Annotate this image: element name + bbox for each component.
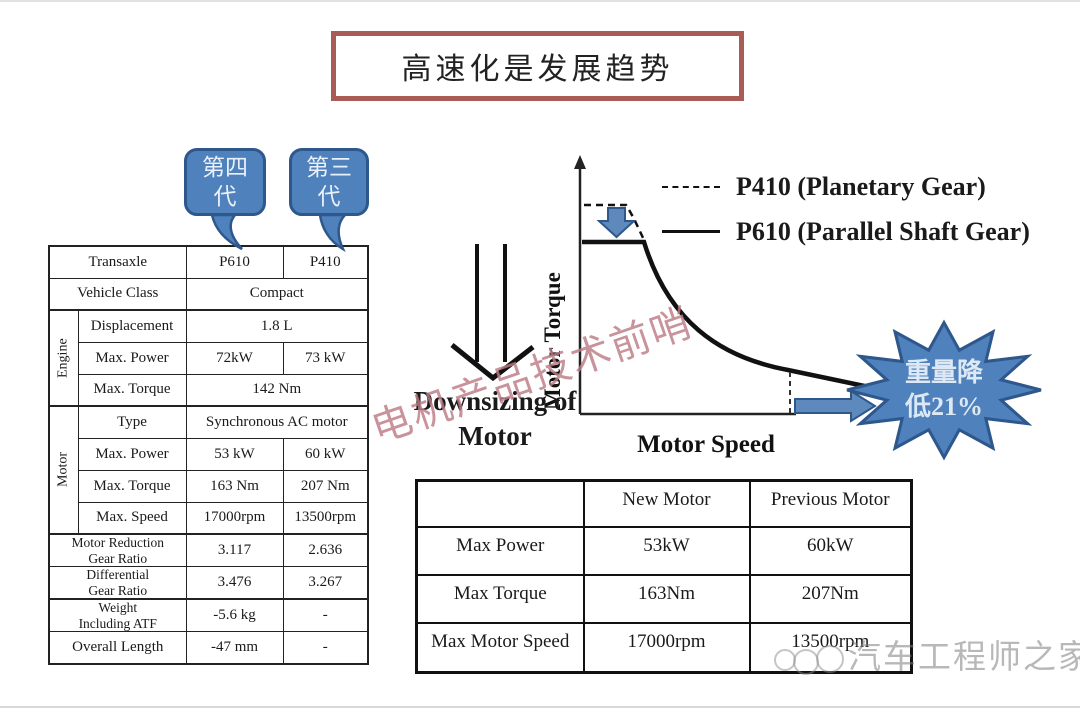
spec-value-p410: 207 Nm	[282, 469, 369, 503]
table-row: Max. Torque 163 Nm 207 Nm	[49, 469, 369, 503]
callout-gen3-tail-icon	[318, 214, 348, 252]
table-row: Motor Type Synchronous AC motor	[49, 405, 369, 534]
spec-value-p410: 73 kW	[282, 341, 369, 375]
table-row: Max. Speed 17000rpm 13500rpm	[49, 501, 369, 535]
spec-label: Max. Torque	[77, 469, 187, 503]
cmp-value-new: 53kW	[582, 525, 751, 576]
table-row: Max. Power 72kW 73 kW	[49, 341, 369, 375]
spec-value-p410: 13500rpm	[282, 501, 369, 535]
callout-gen3: 第三代	[289, 148, 369, 216]
spec-value-p610: 3.476	[185, 566, 284, 600]
spec-value-p610: 163 Nm	[185, 469, 284, 503]
chart-legend: P410 (Planetary Gear) P610 (Parallel Sha…	[662, 164, 1030, 254]
starburst-text: 重量降 低21%	[904, 358, 983, 421]
comparison-table: New Motor Previous Motor Max Power 53kW …	[415, 479, 913, 674]
dashed-line-icon	[662, 185, 720, 188]
spec-value-p610: 53 kW	[185, 437, 284, 471]
curve-p410-dashed	[584, 203, 646, 241]
slide-title: 高速化是发展趋势	[401, 53, 674, 86]
callout-gen4-label: 第四代	[202, 154, 248, 209]
curve-p610-solid	[582, 239, 875, 391]
cmp-value-previous: 207Nm	[748, 573, 913, 624]
spec-table: Transaxle P610 P410 Vehicle Class Compac…	[48, 245, 370, 665]
table-row: New Motor Previous Motor	[415, 479, 913, 528]
spec-value-p610: 3.117	[185, 533, 284, 568]
table-row: Differential Gear Ratio 3.476 3.267	[48, 566, 369, 600]
table-row: Max. Power 53 kW 60 kW	[49, 437, 369, 471]
torque-speed-chart: Motor Torque Motor Speed	[540, 155, 877, 458]
table-row: Overall Length -47 mm -	[48, 631, 369, 665]
spec-group-motor: Motor	[49, 406, 78, 534]
spec-value-p410: -	[282, 631, 369, 665]
downsizing-caption: Downsizing of Motor	[413, 386, 577, 452]
spec-label: Transaxle	[48, 245, 187, 279]
table-row: Vehicle Class Compact	[48, 277, 369, 311]
spec-label: Displacement	[77, 309, 187, 343]
spec-value-p610: -47 mm	[185, 631, 284, 665]
starburst-badge: 重量降 低21%	[842, 318, 1046, 462]
spec-value: 1.8 L	[185, 309, 369, 343]
table-row: Max. Torque 142 Nm	[49, 373, 369, 407]
spec-value-p610: P610	[185, 245, 284, 279]
table-row: Max Power 53kW 60kW	[415, 525, 913, 576]
spec-label: Vehicle Class	[48, 277, 187, 311]
legend-label: P610 (Parallel Shaft Gear)	[736, 216, 1030, 246]
spec-label: Type	[77, 405, 187, 439]
spec-label: Max. Power	[77, 341, 187, 375]
legend-label: P410 (Planetary Gear)	[736, 171, 986, 201]
spec-value-p410: 3.267	[282, 566, 369, 600]
cmp-label: Max Torque	[415, 573, 585, 624]
spec-group-engine: Engine	[49, 310, 78, 406]
speed-right-arrow-icon	[794, 389, 877, 423]
solid-line-icon	[662, 230, 720, 233]
spec-label: Max. Speed	[77, 501, 187, 535]
callout-gen4: 第四代	[184, 148, 266, 216]
starburst-icon	[846, 319, 1042, 461]
cmp-label: Max Motor Speed	[415, 621, 585, 674]
spec-label: Weight Including ATF	[48, 598, 187, 633]
spec-label: Max. Power	[77, 437, 187, 471]
callout-gen4-tail-icon	[210, 214, 243, 251]
cmp-value-new: 163Nm	[582, 573, 751, 624]
spec-value-p610: 72kW	[185, 341, 284, 375]
spec-value: 142 Nm	[185, 373, 369, 407]
cmp-header-new: New Motor	[582, 479, 751, 528]
spec-label: Motor Reduction Gear Ratio	[48, 533, 187, 568]
cmp-label: Max Power	[415, 525, 585, 576]
spec-label: Overall Length	[48, 631, 187, 665]
legend-item-p410: P410 (Planetary Gear)	[662, 164, 1030, 209]
table-row: Max Torque 163Nm 207Nm	[415, 573, 913, 624]
torque-down-arrow-icon	[596, 207, 637, 239]
spec-value: Compact	[185, 277, 369, 311]
table-row: Motor Reduction Gear Ratio 3.117 2.636	[48, 533, 369, 568]
cmp-value-previous: 60kW	[748, 525, 913, 576]
x-axis-label: Motor Speed	[637, 431, 775, 458]
table-row: Max Motor Speed 17000rpm 13500rpm	[415, 621, 913, 674]
spec-label: Max. Torque	[77, 373, 187, 407]
spec-label: Differential Gear Ratio	[48, 566, 187, 600]
callout-gen3-label: 第三代	[306, 154, 352, 209]
spec-value-p410: 2.636	[282, 533, 369, 568]
y-axis-label: Motor Torque	[540, 272, 565, 410]
legend-item-p610: P610 (Parallel Shaft Gear)	[662, 209, 1030, 254]
y-axis-arrow-icon	[574, 155, 586, 169]
table-row: Transaxle P610 P410	[48, 245, 369, 279]
table-row: Weight Including ATF -5.6 kg -	[48, 598, 369, 633]
spec-value-p610: 17000rpm	[185, 501, 284, 535]
downsizing-arrow-icon	[450, 244, 535, 382]
cmp-header-previous: Previous Motor	[748, 479, 913, 528]
cmp-value-new: 17000rpm	[582, 621, 751, 674]
empty-header-cell	[415, 479, 585, 528]
cmp-value-previous: 13500rpm	[748, 621, 913, 674]
table-row: Engine Displacement 1.8 L	[49, 309, 369, 406]
spec-value-p410: -	[282, 598, 369, 633]
spec-value-p410: 60 kW	[282, 437, 369, 471]
spec-value: Synchronous AC motor	[185, 405, 369, 439]
spec-value-p610: -5.6 kg	[185, 598, 284, 633]
slide-title-box: 高速化是发展趋势	[331, 31, 744, 101]
